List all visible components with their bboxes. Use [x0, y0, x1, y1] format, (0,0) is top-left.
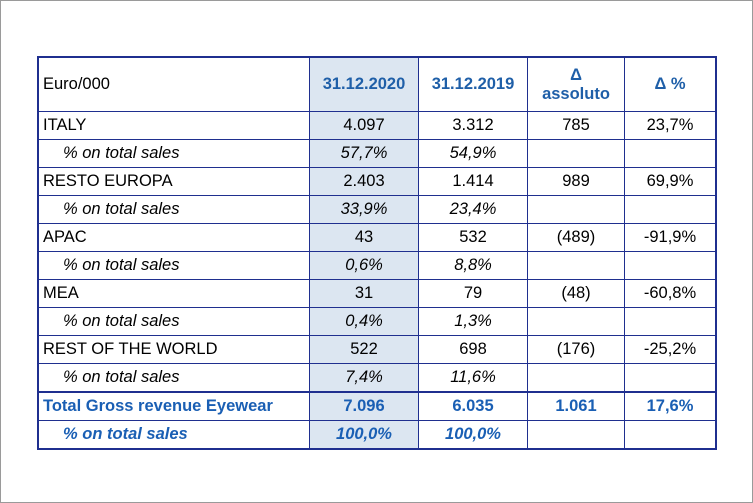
table-row: % on total sales 57,7% 54,9% — [37, 139, 717, 168]
table-row: MEA 31 79 (48) -60,8% — [37, 279, 717, 308]
cell-2019: 1,3% — [418, 307, 528, 336]
table-row: % on total sales 33,9% 23,4% — [37, 195, 717, 224]
total-percent-label: % on total sales — [37, 420, 310, 450]
total-percent-row: % on total sales 100,0% 100,0% — [37, 420, 717, 450]
cell-2020: 0,4% — [309, 307, 419, 336]
total-percent-delta — [527, 420, 625, 450]
total-percent-delta-pct — [624, 420, 717, 450]
year-2019-header: 31.12.2019 — [418, 56, 528, 112]
total-percent-2020: 100,0% — [309, 420, 419, 450]
table-row: % on total sales 0,6% 8,8% — [37, 251, 717, 280]
row-label: % on total sales — [37, 307, 310, 336]
cell-2019: 79 — [418, 279, 528, 308]
total-row: Total Gross revenue Eyewear 7.096 6.035 … — [37, 391, 717, 421]
cell-delta-pct — [624, 139, 717, 168]
row-label: REST OF THE WORLD — [37, 335, 310, 364]
total-2019: 6.035 — [418, 391, 528, 421]
cell-delta — [527, 139, 625, 168]
delta-percent-header: Δ % — [624, 56, 717, 112]
cell-2020: 522 — [309, 335, 419, 364]
header-row: Euro/000 31.12.2020 31.12.2019 Δ assolut… — [37, 56, 717, 112]
cell-2019: 23,4% — [418, 195, 528, 224]
cell-delta-pct: 23,7% — [624, 111, 717, 140]
cell-2020: 43 — [309, 223, 419, 252]
cell-2020: 57,7% — [309, 139, 419, 168]
year-2020-header: 31.12.2020 — [309, 56, 419, 112]
total-2020: 7.096 — [309, 391, 419, 421]
cell-delta-pct — [624, 195, 717, 224]
cell-2020: 7,4% — [309, 363, 419, 393]
table-row: APAC 43 532 (489) -91,9% — [37, 223, 717, 252]
cell-delta-pct: 69,9% — [624, 167, 717, 196]
table-row: REST OF THE WORLD 522 698 (176) -25,2% — [37, 335, 717, 364]
cell-delta: 989 — [527, 167, 625, 196]
row-label: % on total sales — [37, 139, 310, 168]
total-delta-pct: 17,6% — [624, 391, 717, 421]
cell-2020: 33,9% — [309, 195, 419, 224]
row-label: % on total sales — [37, 363, 310, 393]
cell-2019: 54,9% — [418, 139, 528, 168]
cell-2019: 532 — [418, 223, 528, 252]
row-label: % on total sales — [37, 195, 310, 224]
cell-delta — [527, 307, 625, 336]
row-label: % on total sales — [37, 251, 310, 280]
cell-delta: (489) — [527, 223, 625, 252]
total-delta: 1.061 — [527, 391, 625, 421]
cell-delta: 785 — [527, 111, 625, 140]
cell-2019: 8,8% — [418, 251, 528, 280]
table-row: ITALY 4.097 3.312 785 23,7% — [37, 111, 717, 140]
cell-2019: 3.312 — [418, 111, 528, 140]
revenue-table: Euro/000 31.12.2020 31.12.2019 Δ assolut… — [37, 56, 717, 450]
table-row: % on total sales 7,4% 11,6% — [37, 363, 717, 393]
cell-2020: 31 — [309, 279, 419, 308]
table-row: % on total sales 0,4% 1,3% — [37, 307, 717, 336]
delta-absolute-header: Δ assoluto — [527, 56, 625, 112]
delta-symbol: Δ — [570, 65, 582, 84]
row-label: ITALY — [37, 111, 310, 140]
table-row: RESTO EUROPA 2.403 1.414 989 69,9% — [37, 167, 717, 196]
cell-2020: 2.403 — [309, 167, 419, 196]
cell-2020: 0,6% — [309, 251, 419, 280]
unit-header: Euro/000 — [37, 56, 310, 112]
total-label: Total Gross revenue Eyewear — [37, 391, 310, 421]
delta-absolute-label: assoluto — [542, 84, 610, 103]
cell-delta: (48) — [527, 279, 625, 308]
cell-delta — [527, 195, 625, 224]
cell-delta — [527, 363, 625, 393]
cell-2019: 1.414 — [418, 167, 528, 196]
cell-2019: 698 — [418, 335, 528, 364]
total-percent-2019: 100,0% — [418, 420, 528, 450]
cell-delta-pct: -91,9% — [624, 223, 717, 252]
cell-2019: 11,6% — [418, 363, 528, 393]
row-label: RESTO EUROPA — [37, 167, 310, 196]
row-label: APAC — [37, 223, 310, 252]
cell-delta: (176) — [527, 335, 625, 364]
cell-2020: 4.097 — [309, 111, 419, 140]
cell-delta-pct — [624, 251, 717, 280]
cell-delta — [527, 251, 625, 280]
cell-delta-pct: -25,2% — [624, 335, 717, 364]
cell-delta-pct: -60,8% — [624, 279, 717, 308]
cell-delta-pct — [624, 363, 717, 393]
cell-delta-pct — [624, 307, 717, 336]
row-label: MEA — [37, 279, 310, 308]
